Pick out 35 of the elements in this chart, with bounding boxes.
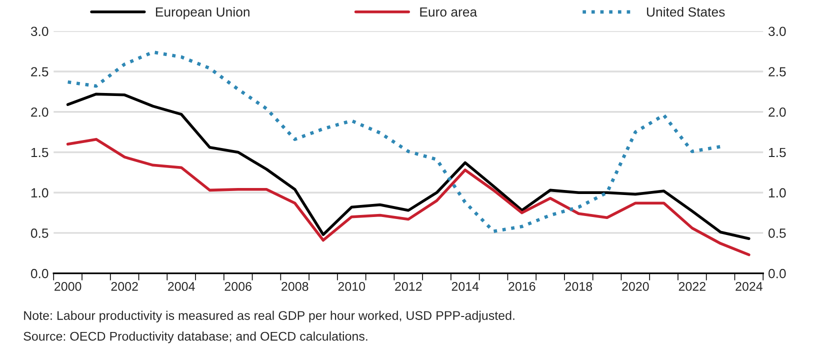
y2-tick-label: 0.0 [768, 268, 786, 278]
line-series [66, 92, 750, 240]
y-tick-label: 0.5 [30, 228, 48, 238]
x-tick-label: 2000 [54, 282, 82, 291]
y2-tick-label: 1.0 [768, 188, 786, 198]
legend-label: United States [646, 6, 725, 17]
y2-tick-label: 3.0 [768, 26, 786, 36]
text: Note: Labour productivity is measured as real GDP per hour worked, USD PPP-adjusted. [24, 310, 514, 322]
x-tick-label: 2014 [452, 282, 479, 291]
x-tick-label: 2010 [338, 282, 366, 291]
y-tick-label: 2.5 [31, 67, 48, 76]
x-tick-label: 2022 [678, 282, 706, 291]
x-tick-label: 2006 [224, 282, 252, 291]
x-tick-label: 2020 [622, 282, 649, 291]
x-tick-label: 2012 [395, 282, 422, 291]
y2-tick-label: 1.5 [768, 148, 786, 158]
x-tick-label: 2002 [111, 282, 138, 291]
y-tick-label: 0.0 [30, 268, 48, 278]
legend-label: Euro area [420, 7, 478, 17]
y-tick-label: 1.0 [31, 188, 48, 198]
x-tick-label: 2016 [508, 282, 536, 291]
y2-tick-label: 0.5 [768, 228, 786, 238]
source-note: Source: OECD Productivity database; and OECD calculations. [24, 332, 368, 344]
y-tick-label: 2.0 [31, 107, 48, 117]
line-series [66, 50, 722, 234]
x-tick-label: 2008 [282, 282, 308, 291]
x-tick-label: 2024 [736, 282, 762, 291]
y2-tick-label: 2.0 [768, 107, 786, 117]
line-series [66, 138, 750, 256]
y-tick-label: 1.5 [31, 148, 48, 158]
x-tick-label: 2018 [565, 282, 592, 291]
y2-tick-label: 2.5 [768, 67, 786, 76]
legend-label: European Union [156, 6, 250, 20]
y-tick-label: 3.0 [30, 26, 48, 36]
x-tick-label: 2004 [168, 282, 195, 291]
